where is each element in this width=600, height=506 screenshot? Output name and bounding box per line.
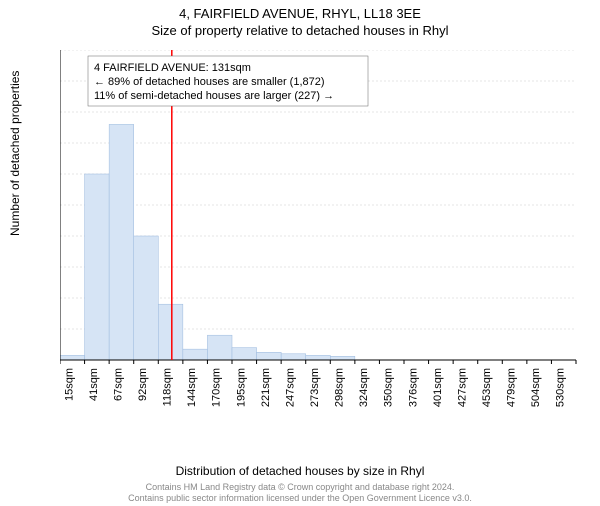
svg-text:15sqm: 15sqm xyxy=(63,368,75,401)
svg-text:118sqm: 118sqm xyxy=(162,368,174,406)
svg-text:376sqm: 376sqm xyxy=(407,368,419,407)
svg-text:41sqm: 41sqm xyxy=(88,368,100,401)
svg-text:530sqm: 530sqm xyxy=(555,368,567,407)
svg-text:195sqm: 195sqm xyxy=(235,368,247,407)
footer-line2: Contains public sector information licen… xyxy=(0,493,600,504)
chart-title-main: 4, FAIRFIELD AVENUE, RHYL, LL18 3EE xyxy=(0,6,600,21)
svg-text:247sqm: 247sqm xyxy=(284,368,296,407)
svg-text:427sqm: 427sqm xyxy=(456,368,468,407)
histogram-chart: 0100200300400500600700800900100015sqm41s… xyxy=(60,50,580,420)
svg-text:453sqm: 453sqm xyxy=(481,368,493,407)
svg-text:← 89% of detached houses are s: ← 89% of detached houses are smaller (1,… xyxy=(94,76,325,88)
svg-text:401sqm: 401sqm xyxy=(432,368,444,407)
y-axis-label: Number of detached properties xyxy=(8,71,22,236)
x-axis-label: Distribution of detached houses by size … xyxy=(0,464,600,478)
footer-line1: Contains HM Land Registry data © Crown c… xyxy=(0,482,600,493)
svg-text:170sqm: 170sqm xyxy=(211,368,223,407)
svg-text:11% of semi-detached houses ar: 11% of semi-detached houses are larger (… xyxy=(94,90,334,102)
svg-text:350sqm: 350sqm xyxy=(383,368,395,407)
chart-title-sub: Size of property relative to detached ho… xyxy=(0,23,600,38)
svg-text:92sqm: 92sqm xyxy=(137,368,149,401)
svg-text:479sqm: 479sqm xyxy=(506,368,518,407)
svg-text:144sqm: 144sqm xyxy=(186,368,198,407)
svg-text:4 FAIRFIELD AVENUE: 131sqm: 4 FAIRFIELD AVENUE: 131sqm xyxy=(94,62,251,74)
svg-text:298sqm: 298sqm xyxy=(334,368,346,407)
svg-text:324sqm: 324sqm xyxy=(358,368,370,407)
chart-area: 0100200300400500600700800900100015sqm41s… xyxy=(60,50,580,420)
svg-text:221sqm: 221sqm xyxy=(260,368,272,407)
svg-text:273sqm: 273sqm xyxy=(309,368,321,407)
footer-attribution: Contains HM Land Registry data © Crown c… xyxy=(0,482,600,504)
svg-text:67sqm: 67sqm xyxy=(112,368,124,401)
svg-text:504sqm: 504sqm xyxy=(530,368,542,407)
